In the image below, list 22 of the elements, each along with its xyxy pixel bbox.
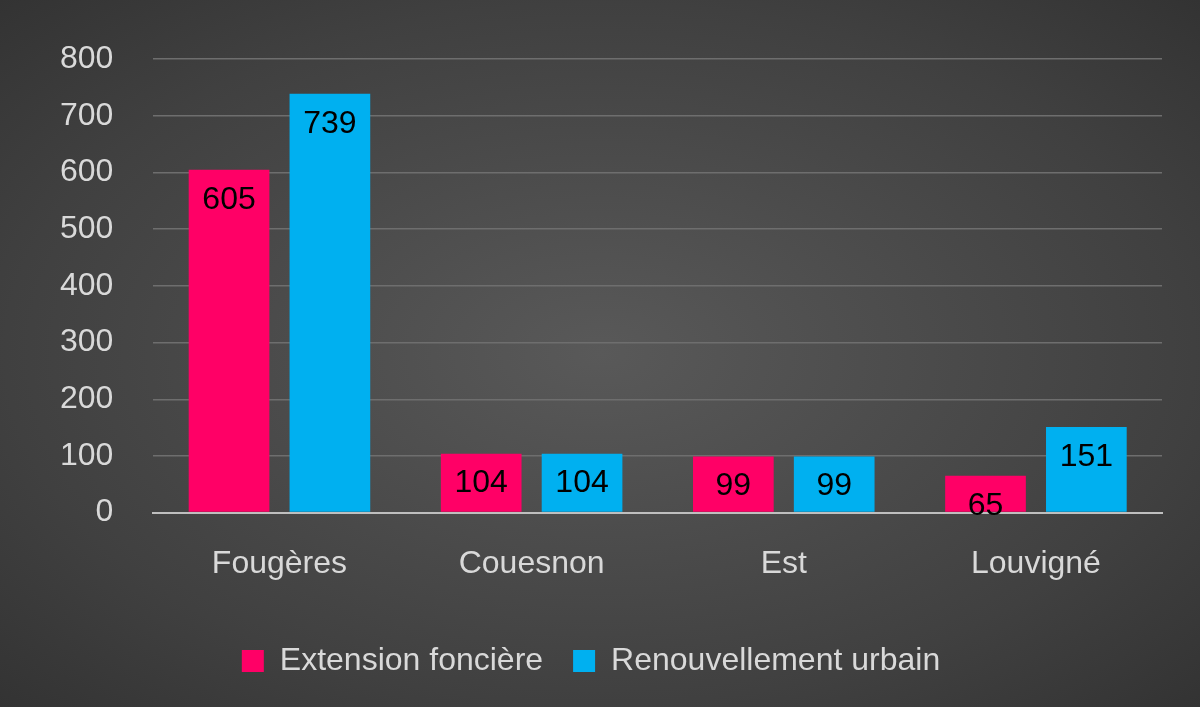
data-label: 104 [454,463,508,500]
y-tick-label: 0 [95,492,114,529]
legend-label: Renouvellement urbain [611,640,941,677]
y-tick-label: 200 [60,379,114,416]
y-tick-label: 500 [60,209,114,246]
x-tick-label: Couesnon [458,543,605,580]
y-tick-label: 700 [60,95,114,132]
data-label: 605 [202,179,256,216]
y-tick-label: 800 [60,39,114,76]
legend-label: Extension foncière [279,640,544,677]
data-label: 739 [303,103,357,140]
y-tick-label: 100 [60,435,114,472]
data-label: 99 [715,466,752,503]
x-tick-label: Louvigné [970,543,1101,580]
x-tick-label: Est [760,543,807,580]
x-tick-label: Fougères [211,543,348,580]
data-label: 99 [816,466,852,503]
data-label: 104 [555,463,609,500]
data-label: 151 [1059,436,1114,473]
y-tick-label: 300 [60,322,114,359]
y-tick-label: 400 [60,265,114,302]
y-tick-label: 600 [60,152,114,189]
